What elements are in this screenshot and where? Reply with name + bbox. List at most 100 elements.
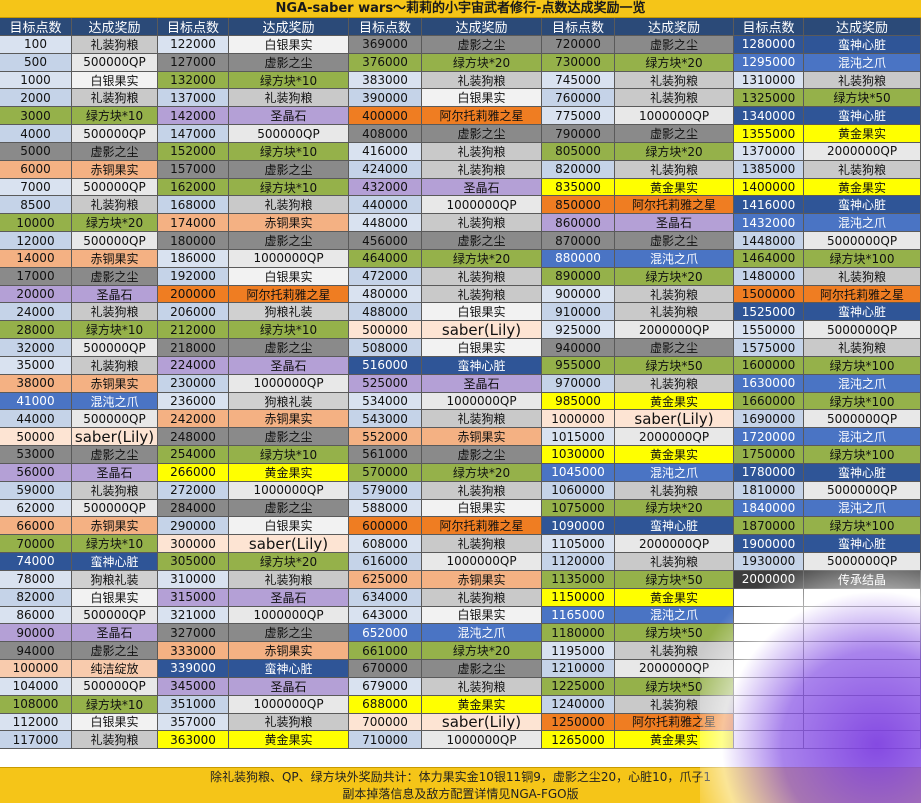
points-cell: 284000 — [158, 499, 229, 518]
points-cell: 1340000 — [734, 107, 804, 126]
points-cell: 100 — [0, 36, 72, 54]
reward-cell: 黄金果实 — [615, 588, 734, 607]
points-cell: 266000 — [158, 463, 229, 482]
points-cell: 157000 — [158, 160, 229, 179]
reward-cell: 礼装狗粮 — [72, 36, 158, 54]
points-cell: 117000 — [0, 731, 72, 750]
points-cell: 1480000 — [734, 267, 804, 286]
points-cell: 670000 — [349, 660, 422, 678]
reward-cell: 绿方块*50 — [804, 89, 921, 108]
points-cell: 652000 — [349, 624, 422, 643]
points-cell: 1500000 — [734, 285, 804, 304]
reward-cell: 2000000QP — [615, 535, 734, 554]
reward-cell: 绿方块*10 — [72, 695, 158, 714]
reward-cell: 阿尔托莉雅之星 — [229, 285, 349, 304]
reward-cell: 虚影之尘 — [615, 232, 734, 250]
reward-cell: 白银果实 — [422, 89, 542, 108]
points-cell: 90000 — [0, 624, 72, 643]
reward-cell: 蛮神心脏 — [804, 535, 921, 554]
points-cell: 870000 — [542, 232, 615, 250]
points-cell: 1165000 — [542, 606, 615, 625]
points-cell: 224000 — [158, 356, 229, 375]
reward-cell: 狗粮礼装 — [229, 303, 349, 322]
reward-cell: 传承结晶 — [804, 570, 921, 589]
reward-cell: 绿方块*20 — [422, 463, 542, 482]
reward-cell: 绿方块*20 — [615, 267, 734, 286]
reward-cell: 白银果实 — [422, 499, 542, 518]
points-cell: 66000 — [0, 517, 72, 536]
reward-cell: 绿方块*20 — [422, 249, 542, 268]
points-cell: 1630000 — [734, 374, 804, 393]
reward-cell: 圣晶石 — [229, 107, 349, 126]
reward-cell: 白银果实 — [72, 71, 158, 90]
points-cell: 35000 — [0, 356, 72, 375]
reward-cell: 混沌之爪 — [804, 499, 921, 518]
reward-cell: 礼装狗粮 — [615, 695, 734, 714]
points-cell: 104000 — [0, 677, 72, 696]
points-cell: 760000 — [542, 89, 615, 108]
reward-cell: 黄金果实 — [804, 125, 921, 143]
reward-cell: 黄金果实 — [422, 695, 542, 714]
points-cell: 1280000 — [734, 36, 804, 54]
points-cell: 534000 — [349, 392, 422, 411]
points-cell: 59000 — [0, 481, 72, 500]
points-cell: 448000 — [349, 214, 422, 233]
reward-cell: 虚影之尘 — [615, 36, 734, 54]
header-reward: 达成奖励 — [804, 18, 921, 36]
points-cell: 357000 — [158, 713, 229, 732]
reward-cell: 虚影之尘 — [422, 125, 542, 143]
reward-cell: 5000000QP — [804, 232, 921, 250]
points-cell: 890000 — [542, 267, 615, 286]
reward-cell: 赤铜果实 — [72, 249, 158, 268]
points-cell: 1240000 — [542, 695, 615, 714]
points-cell: 82000 — [0, 588, 72, 607]
reward-cell: 绿方块*10 — [229, 446, 349, 464]
reward-cell: 礼装狗粮 — [422, 71, 542, 90]
reward-cell: 500000QP — [229, 125, 349, 143]
reward-cell: 白银果实 — [422, 606, 542, 625]
reward-cell: 礼装狗粮 — [422, 677, 542, 696]
reward-table: 目标点数 达成奖励 目标点数 达成奖励 目标点数 达成奖励 目标点数 达成奖励 目标点数 达成奖励… — [0, 18, 921, 767]
reward-cell: 2000000QP — [615, 660, 734, 678]
points-cell — [734, 731, 804, 750]
reward-cell: 赤铜果实 — [422, 428, 542, 447]
header-points: 目标点数 — [0, 18, 72, 36]
reward-cell: 2000000QP — [804, 142, 921, 161]
points-cell: 516000 — [349, 356, 422, 375]
reward-cell: 1000000QP — [422, 731, 542, 750]
reward-cell: 圣晶石 — [72, 285, 158, 304]
reward-cell: 混沌之爪 — [615, 463, 734, 482]
points-cell: 112000 — [0, 713, 72, 732]
reward-cell: 狗粮礼装 — [72, 570, 158, 589]
reward-cell: 圣晶石 — [422, 178, 542, 197]
reward-cell: 绿方块*20 — [229, 553, 349, 571]
points-cell: 790000 — [542, 125, 615, 143]
points-cell: 1295000 — [734, 53, 804, 72]
points-cell: 10000 — [0, 214, 72, 233]
reward-cell: 白银果实 — [422, 339, 542, 357]
header-reward: 达成奖励 — [72, 18, 158, 36]
reward-cell: 500000QP — [72, 232, 158, 250]
points-cell: 472000 — [349, 267, 422, 286]
points-cell: 1810000 — [734, 481, 804, 500]
points-cell: 1195000 — [542, 642, 615, 661]
points-cell: 2000000 — [734, 570, 804, 589]
reward-cell: 礼装狗粮 — [615, 71, 734, 90]
reward-cell: 阿尔托莉雅之星 — [422, 517, 542, 536]
points-cell: 985000 — [542, 392, 615, 411]
points-cell: 12000 — [0, 232, 72, 250]
reward-cell: 绿方块*10 — [72, 107, 158, 126]
points-cell: 643000 — [349, 606, 422, 625]
reward-cell: 绿方块*20 — [422, 53, 542, 72]
points-cell: 142000 — [158, 107, 229, 126]
reward-cell: 礼装狗粮 — [422, 160, 542, 179]
reward-cell: 绿方块*100 — [804, 356, 921, 375]
points-cell: 850000 — [542, 196, 615, 215]
reward-cell: 礼装狗粮 — [229, 713, 349, 732]
reward-cell: 礼装狗粮 — [422, 481, 542, 500]
reward-cell: 绿方块*10 — [229, 321, 349, 340]
points-cell: 925000 — [542, 321, 615, 340]
reward-cell: 礼装狗粮 — [422, 588, 542, 607]
reward-cell: 500000QP — [72, 606, 158, 625]
points-cell: 254000 — [158, 446, 229, 464]
